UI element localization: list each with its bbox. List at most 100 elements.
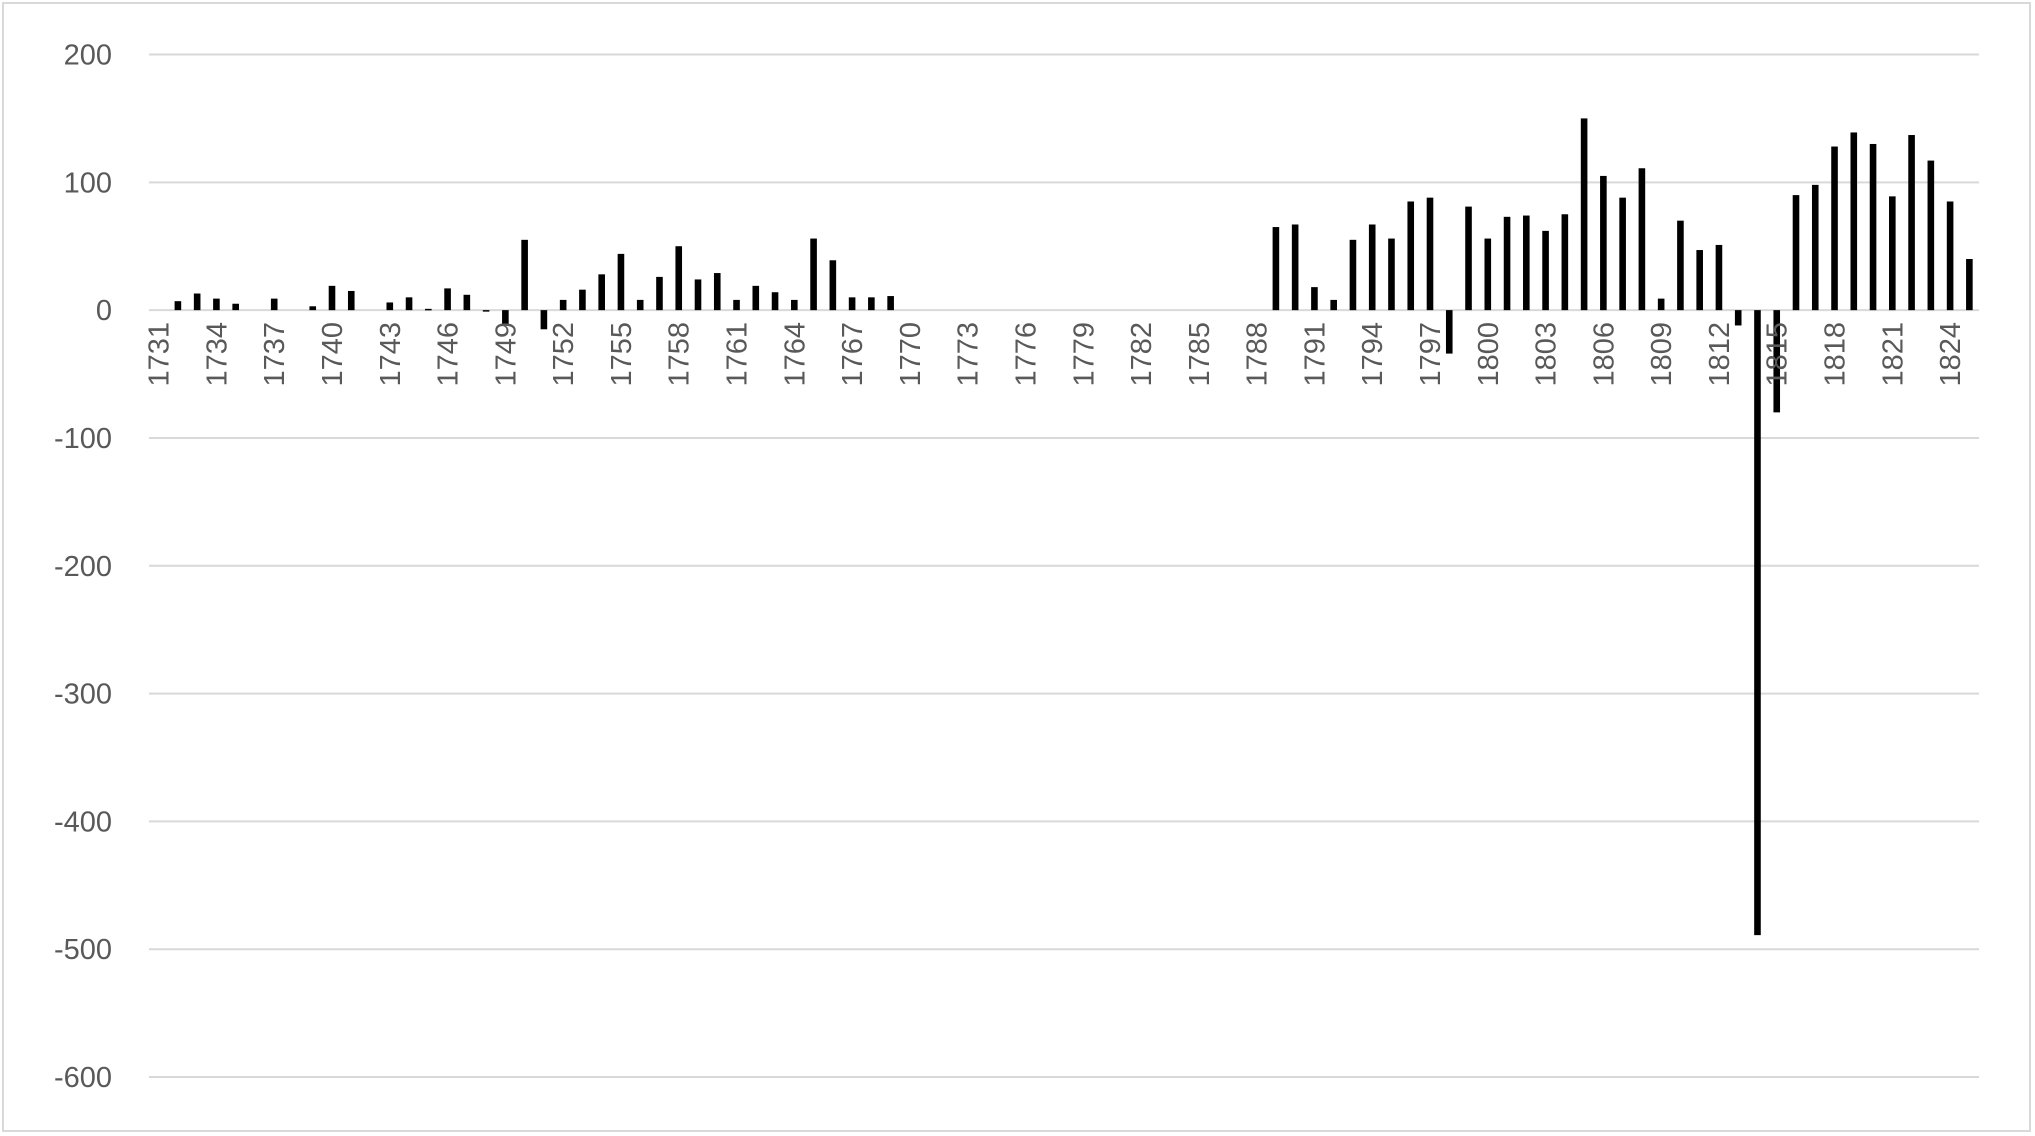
bar-1751 bbox=[540, 310, 548, 330]
bar-1815 bbox=[1773, 310, 1781, 413]
x-tick-label: 1767 bbox=[837, 322, 869, 387]
x-tick-label: 1764 bbox=[779, 322, 811, 387]
y-tick-label: -500 bbox=[54, 934, 112, 966]
bars bbox=[174, 118, 1973, 936]
x-tick-label: 1743 bbox=[375, 322, 407, 387]
x-tick-label: 1812 bbox=[1704, 322, 1736, 387]
bar-1752 bbox=[559, 299, 567, 311]
x-tick-label: 1806 bbox=[1588, 322, 1620, 387]
bar-1758 bbox=[675, 246, 683, 311]
gridlines bbox=[149, 53, 1979, 1078]
bar-1757 bbox=[656, 276, 663, 311]
x-tick-label: 1809 bbox=[1646, 322, 1678, 387]
y-tick-label: -100 bbox=[54, 423, 112, 455]
bar-1808 bbox=[1638, 168, 1646, 311]
bar-1735 bbox=[232, 303, 239, 311]
bar-1811 bbox=[1696, 250, 1703, 311]
y-tick-label: 0 bbox=[96, 295, 112, 327]
bar-1799 bbox=[1465, 206, 1472, 311]
bar-1744 bbox=[405, 297, 413, 311]
bar-1741 bbox=[347, 290, 355, 311]
x-tick-label: 1797 bbox=[1415, 322, 1447, 387]
bar-1797 bbox=[1426, 197, 1434, 311]
y-tick-label: -200 bbox=[54, 551, 112, 583]
x-tick-label: 1785 bbox=[1184, 322, 1216, 387]
x-tick-label: 1782 bbox=[1126, 322, 1158, 387]
x-tick-label: 1803 bbox=[1531, 322, 1563, 387]
bar-1766 bbox=[829, 260, 837, 311]
bar-1824 bbox=[1946, 201, 1954, 311]
bar-1756 bbox=[636, 299, 644, 311]
x-axis-ticks: 1731 1734 1737 1740 1743 1746 1749 1752 1755 1758… bbox=[144, 322, 1967, 387]
bar-1822 bbox=[1908, 135, 1915, 311]
bar-1803 bbox=[1542, 230, 1549, 311]
x-tick-label: 1749 bbox=[490, 322, 522, 387]
bar-1761 bbox=[733, 299, 740, 311]
bar-1737 bbox=[270, 298, 278, 311]
x-tick-label: 1755 bbox=[606, 322, 638, 387]
bar-1792 bbox=[1330, 299, 1337, 311]
bar-1749 bbox=[502, 310, 509, 325]
bar-1795 bbox=[1388, 238, 1395, 311]
x-tick-label: 1731 bbox=[144, 322, 176, 387]
bar-1817 bbox=[1811, 184, 1819, 311]
y-tick-label: -400 bbox=[54, 806, 112, 838]
bar-1809 bbox=[1657, 298, 1665, 311]
bar-1745 bbox=[425, 308, 432, 311]
y-tick-label: 200 bbox=[64, 40, 112, 72]
bar-1789 bbox=[1272, 227, 1280, 311]
bar-1765 bbox=[810, 238, 817, 311]
bar-1794 bbox=[1368, 224, 1376, 311]
bar-1747 bbox=[463, 294, 471, 311]
x-tick-label: 1779 bbox=[1068, 322, 1100, 387]
bar-1733 bbox=[193, 293, 201, 311]
bar-1748 bbox=[482, 310, 490, 312]
x-tick-label: 1746 bbox=[433, 322, 465, 387]
bar-1739 bbox=[309, 306, 317, 311]
bar-1767 bbox=[848, 297, 856, 311]
bar-1819 bbox=[1850, 132, 1858, 311]
x-tick-label: 1791 bbox=[1299, 322, 1331, 387]
bar-1759 bbox=[694, 279, 702, 311]
bar-1760 bbox=[713, 273, 721, 311]
bar-1791 bbox=[1311, 287, 1318, 311]
x-tick-label: 1752 bbox=[548, 322, 580, 387]
x-tick-label: 1773 bbox=[953, 322, 985, 387]
bar-1754 bbox=[598, 274, 605, 311]
x-tick-label: 1734 bbox=[201, 322, 233, 387]
bar-1796 bbox=[1407, 201, 1415, 311]
bar-1814 bbox=[1754, 310, 1761, 936]
bar-1802 bbox=[1523, 215, 1530, 311]
y-tick-label: 100 bbox=[64, 167, 112, 199]
y-tick-label: -300 bbox=[54, 679, 112, 711]
x-tick-label: 1758 bbox=[664, 322, 696, 387]
bar-1764 bbox=[791, 299, 798, 311]
bar-1813 bbox=[1734, 310, 1742, 326]
bar-1743 bbox=[386, 302, 394, 311]
bar-1806 bbox=[1600, 175, 1607, 311]
bar-1821 bbox=[1889, 196, 1896, 311]
bar-1732 bbox=[174, 301, 182, 311]
x-tick-label: 1800 bbox=[1473, 322, 1505, 387]
bar-1762 bbox=[752, 285, 760, 311]
bar-1825 bbox=[1966, 259, 1973, 311]
bar-1807 bbox=[1619, 197, 1626, 311]
bar-1798 bbox=[1445, 310, 1453, 354]
bar-1818 bbox=[1831, 146, 1838, 311]
bar-1801 bbox=[1503, 216, 1511, 311]
x-tick-label: 1770 bbox=[895, 322, 927, 387]
x-tick-label: 1737 bbox=[259, 322, 291, 387]
bar-1800 bbox=[1484, 238, 1492, 311]
x-tick-label: 1818 bbox=[1820, 322, 1852, 387]
bar-1763 bbox=[771, 292, 779, 311]
bar-1769 bbox=[887, 296, 894, 311]
bar-1810 bbox=[1677, 220, 1684, 311]
bar-1755 bbox=[617, 253, 625, 311]
x-tick-label: 1761 bbox=[722, 322, 754, 387]
y-axis-ticks: 200 100 0 -100 -200 -300 -400 -500 -600 bbox=[54, 40, 112, 1095]
bar-1823 bbox=[1927, 160, 1935, 311]
x-tick-label: 1788 bbox=[1242, 322, 1274, 387]
bar-1734 bbox=[213, 298, 220, 311]
x-tick-label: 1776 bbox=[1010, 322, 1042, 387]
